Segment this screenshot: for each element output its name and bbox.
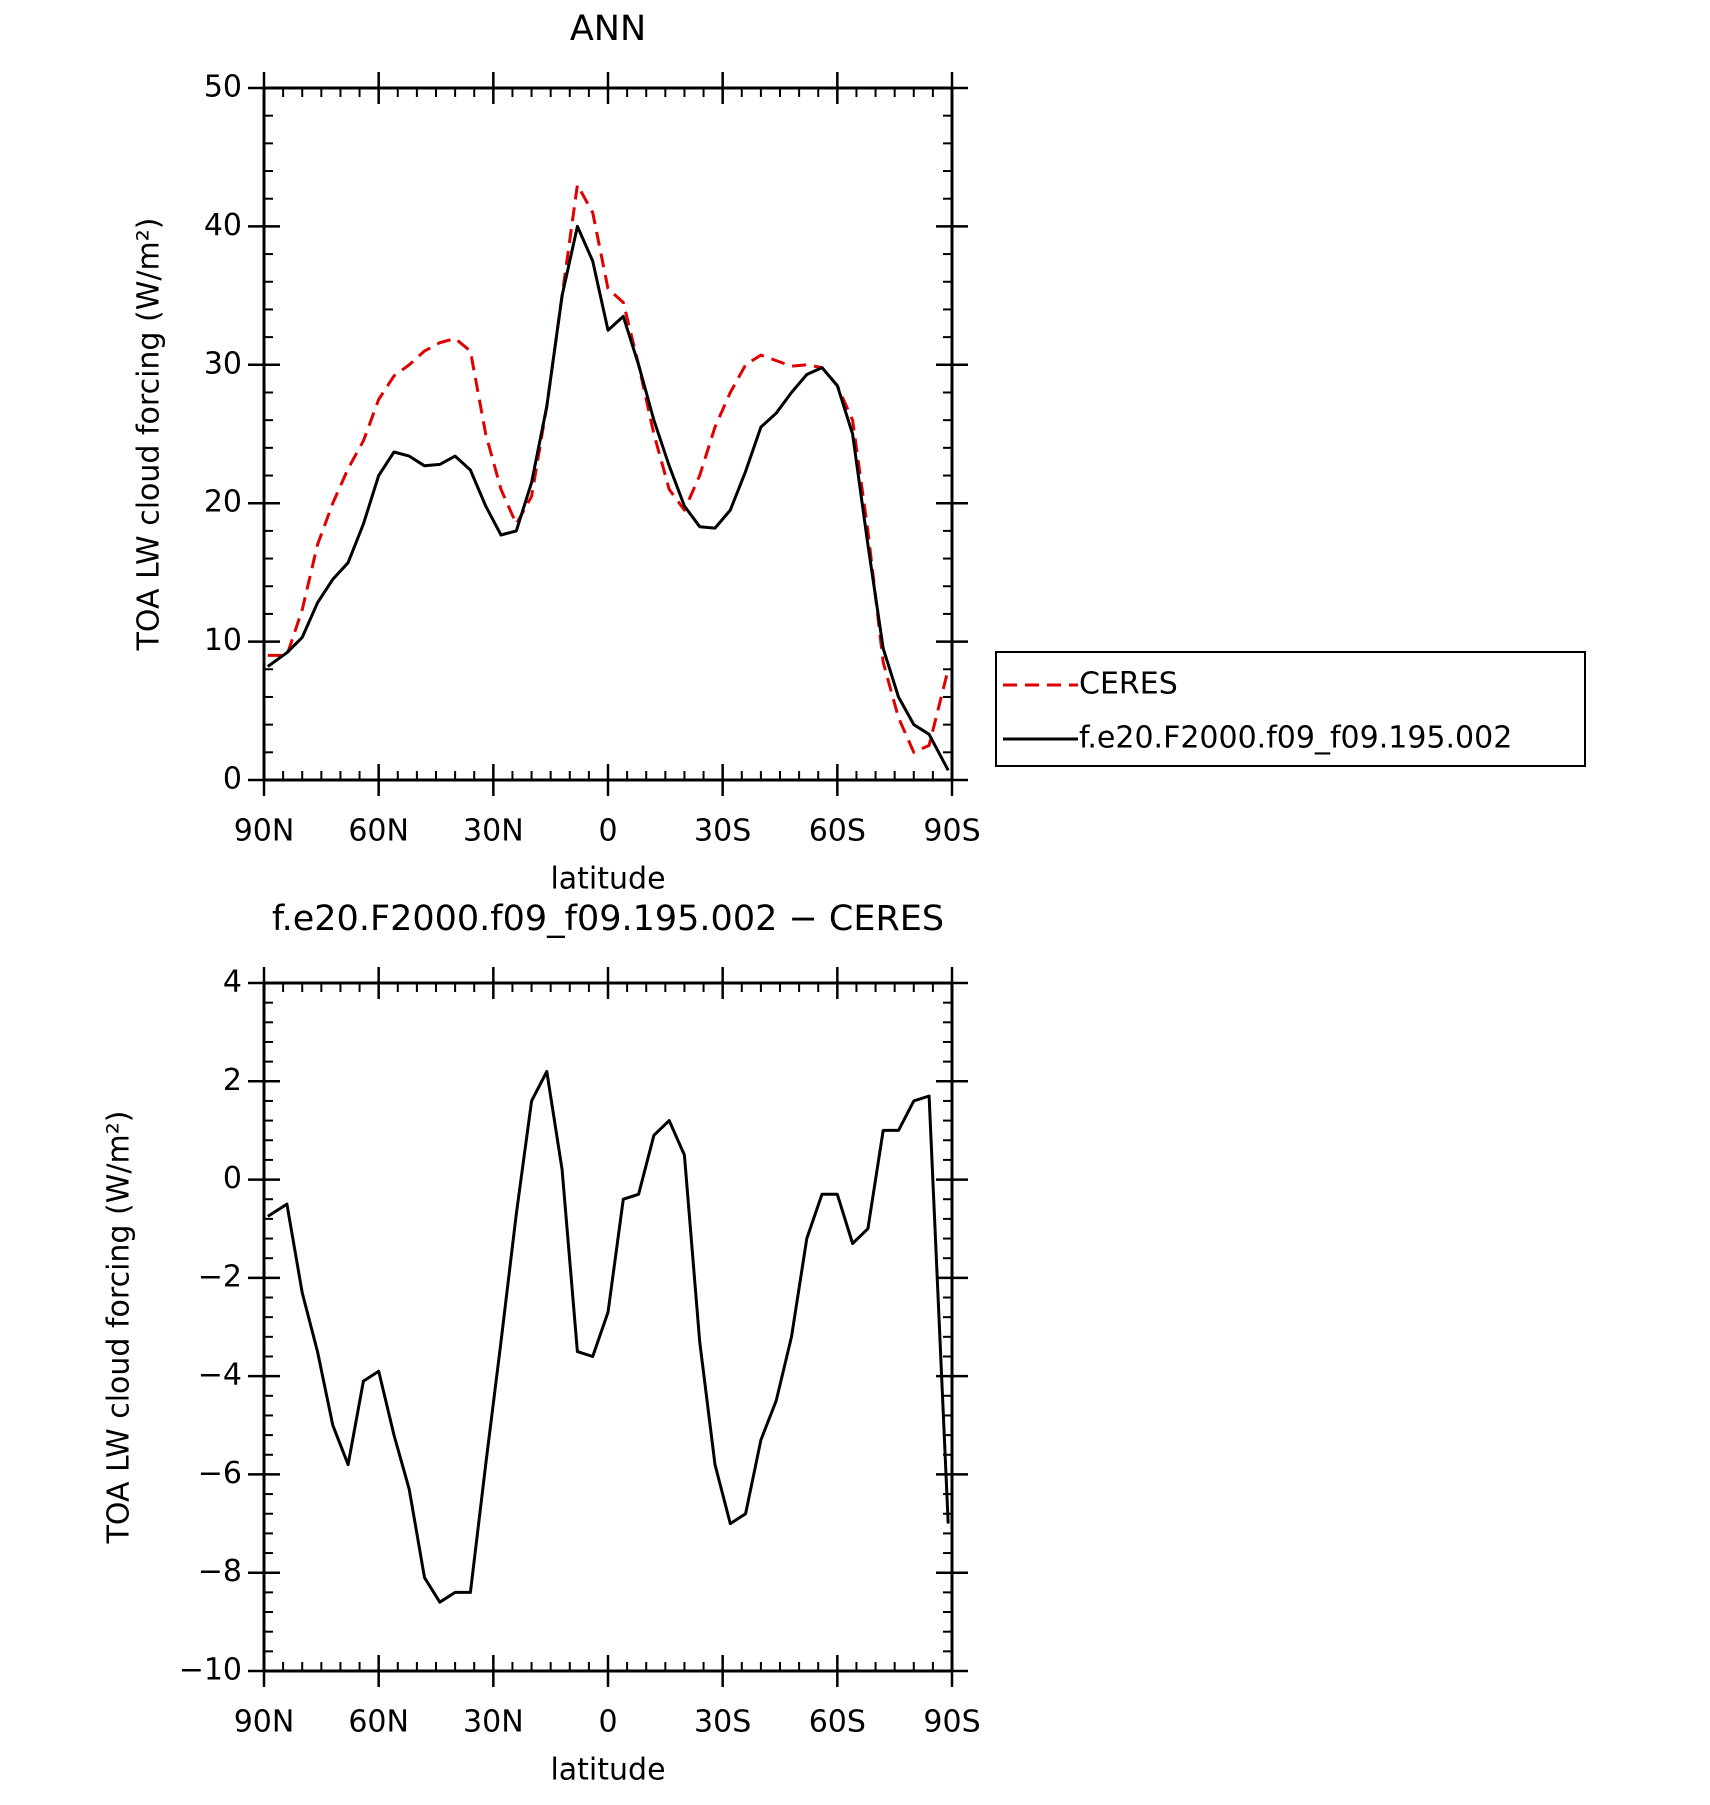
legend-label: f.e20.F2000.f09_f09.195.002 bbox=[1079, 721, 1512, 756]
x-tick-label: 90S bbox=[923, 1705, 980, 1740]
x-axis-label: latitude bbox=[550, 862, 665, 897]
y-tick-label: 4 bbox=[223, 965, 242, 1000]
y-tick-label: −6 bbox=[198, 1456, 242, 1491]
x-tick-label: 0 bbox=[598, 814, 617, 849]
y-tick-label: 10 bbox=[204, 623, 242, 658]
y-tick-label: 50 bbox=[204, 70, 242, 105]
y-axis-label: TOA LW cloud forcing (W/m²) bbox=[132, 218, 167, 652]
x-tick-label: 30N bbox=[463, 814, 524, 849]
x-tick-label: 90N bbox=[234, 814, 295, 849]
x-tick-label: 60N bbox=[348, 1705, 409, 1740]
x-tick-label: 90N bbox=[234, 1705, 295, 1740]
plot-frame bbox=[262, 981, 954, 1673]
series-line bbox=[266, 1070, 950, 1604]
y-tick-label: −10 bbox=[179, 1653, 242, 1688]
y-tick-label: 0 bbox=[223, 1161, 242, 1196]
x-tick-label: 0 bbox=[598, 1705, 617, 1740]
y-tick-label: 2 bbox=[223, 1063, 242, 1098]
chart: f.e20.F2000.f09_f09.195.002 − CERES latit… bbox=[102, 899, 981, 1788]
legend-label: CERES bbox=[1079, 667, 1178, 702]
x-tick-label: 60S bbox=[809, 814, 866, 849]
x-tick-label: 30S bbox=[694, 1705, 751, 1740]
chart-title: ANN bbox=[570, 9, 646, 49]
y-tick-label: 0 bbox=[223, 762, 242, 797]
chart: ANN latitude TOA LW cloud forcing (W/m²) 0 1… bbox=[132, 9, 1586, 897]
x-tick-label: 30S bbox=[694, 814, 751, 849]
y-tick-label: 20 bbox=[204, 485, 242, 520]
chart-title: f.e20.F2000.f09_f09.195.002 − CERES bbox=[272, 899, 944, 939]
x-tick-label: 60N bbox=[348, 814, 409, 849]
x-axis-label: latitude bbox=[550, 1753, 665, 1788]
y-tick-label: −2 bbox=[198, 1259, 242, 1294]
y-tick-label: −8 bbox=[198, 1554, 242, 1589]
y-tick-label: 30 bbox=[204, 346, 242, 381]
x-tick-label: 90S bbox=[923, 814, 980, 849]
y-tick-label: −4 bbox=[198, 1358, 242, 1393]
plot-frame bbox=[262, 86, 954, 782]
series-line bbox=[267, 183, 950, 754]
y-axis-label: TOA LW cloud forcing (W/m²) bbox=[102, 1111, 137, 1545]
series-line bbox=[266, 224, 950, 772]
legend-box bbox=[995, 651, 1586, 767]
x-tick-label: 30N bbox=[463, 1705, 524, 1740]
y-tick-label: 40 bbox=[204, 208, 242, 243]
x-tick-label: 60S bbox=[809, 1705, 866, 1740]
